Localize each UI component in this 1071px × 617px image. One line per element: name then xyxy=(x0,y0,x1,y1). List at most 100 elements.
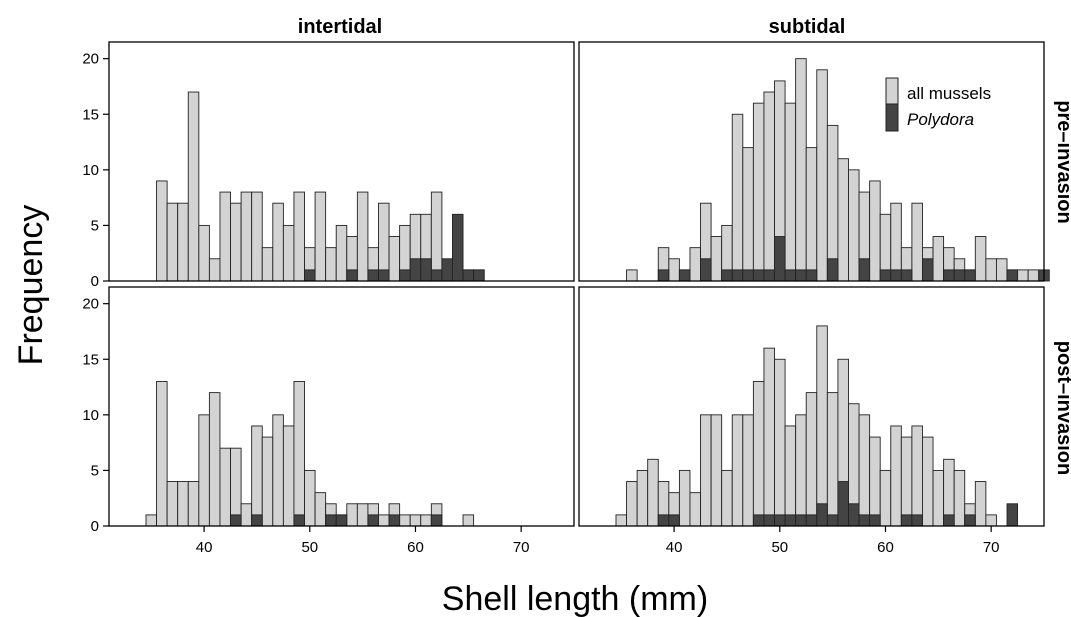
x-axis-title: Shell length (mm) xyxy=(442,580,708,617)
bar-all-mussels xyxy=(282,224,295,282)
bar-all-mussels xyxy=(869,180,881,282)
bar-all-mussels xyxy=(858,414,871,527)
bar-polydora xyxy=(848,503,860,527)
bar-all-mussels xyxy=(177,481,189,527)
bar-all-mussels xyxy=(219,447,231,527)
bar-all-mussels xyxy=(974,481,987,527)
bar-all-mussels xyxy=(742,414,754,527)
bar-all-mussels xyxy=(816,69,828,282)
bar-polydora xyxy=(964,269,976,282)
bar-polydora xyxy=(816,503,828,527)
bar-all-mussels xyxy=(805,147,818,282)
bar-all-mussels xyxy=(731,414,744,527)
bar-all-mussels xyxy=(240,191,253,282)
bar-all-mussels xyxy=(145,514,158,527)
bar-polydora xyxy=(1006,503,1019,527)
y-axis-title: Frequency xyxy=(12,205,50,366)
bar-all-mussels xyxy=(710,414,723,527)
bar-polydora xyxy=(890,269,902,282)
bar-all-mussels xyxy=(208,392,221,527)
bar-all-mussels xyxy=(304,469,316,527)
bar-all-mussels xyxy=(462,514,475,527)
bar-polydora xyxy=(293,514,305,527)
x-tick-label: 40 xyxy=(196,539,213,556)
bar-all-mussels xyxy=(187,91,200,282)
bar-all-mussels xyxy=(974,236,987,282)
bar-all-mussels xyxy=(282,425,295,527)
bar-polydora xyxy=(346,269,358,282)
bar-polydora xyxy=(388,514,401,527)
bar-all-mussels xyxy=(166,481,179,527)
bar-polydora xyxy=(900,269,913,282)
bar-all-mussels xyxy=(293,381,305,527)
y-tick-label: 5 xyxy=(91,462,99,479)
bar-all-mussels xyxy=(156,180,168,282)
bar-all-mussels xyxy=(430,191,443,282)
bar-polydora xyxy=(430,269,443,282)
bar-all-mussels xyxy=(995,258,1008,282)
bar-all-mussels xyxy=(1027,269,1040,282)
bar-polydora xyxy=(752,514,765,527)
bar-polydora xyxy=(251,514,263,527)
panel-frame xyxy=(108,286,575,527)
y-tick-label: 20 xyxy=(82,296,99,313)
bar-polydora xyxy=(784,514,797,527)
bar-all-mussels xyxy=(848,169,860,282)
bar-polydora xyxy=(763,269,775,282)
bar-all-mussels xyxy=(932,469,945,527)
bar-all-mussels xyxy=(208,258,221,282)
legend-swatch-polydora xyxy=(885,103,899,132)
bar-all-mussels xyxy=(689,247,701,282)
bar-polydora xyxy=(795,514,807,527)
bar-all-mussels xyxy=(166,202,179,282)
x-tick-label: 70 xyxy=(983,539,1000,556)
bar-polydora xyxy=(964,514,976,527)
bar-polydora xyxy=(1006,269,1019,282)
bar-polydora xyxy=(858,514,871,527)
bar-polydora xyxy=(763,514,775,527)
bar-all-mussels xyxy=(420,514,432,527)
bar-polydora xyxy=(657,514,670,527)
bar-polydora xyxy=(657,269,670,282)
legend-label-all-mussels: all mussels xyxy=(907,84,991,103)
bar-polydora xyxy=(430,514,443,527)
panel-subtidal-post-invasion xyxy=(578,286,1045,527)
bar-all-mussels xyxy=(230,202,242,282)
bar-polydora xyxy=(700,258,712,282)
bar-all-mussels xyxy=(911,202,923,282)
bar-polydora xyxy=(325,514,337,527)
column-label-subtidal: subtidal xyxy=(769,16,846,38)
bar-all-mussels xyxy=(251,191,263,282)
bar-all-mussels xyxy=(409,514,422,527)
y-tick-label: 10 xyxy=(82,407,99,424)
bar-all-mussels xyxy=(626,481,638,527)
bar-all-mussels xyxy=(668,258,680,282)
bar-all-mussels xyxy=(795,58,807,282)
bar-all-mussels xyxy=(795,414,807,527)
bar-all-mussels xyxy=(710,236,723,282)
bar-all-mussels xyxy=(388,236,401,282)
bar-polydora xyxy=(774,236,786,282)
y-tick-label: 0 xyxy=(91,273,99,290)
panel-intertidal-post-invasion xyxy=(108,286,575,527)
x-tick-label: 40 xyxy=(666,539,683,556)
bar-polydora xyxy=(335,514,348,527)
bar-polydora xyxy=(473,269,485,282)
y-tick-label: 20 xyxy=(82,51,99,68)
bar-all-mussels xyxy=(335,224,348,282)
bar-all-mussels xyxy=(837,158,849,282)
bar-polydora xyxy=(742,269,754,282)
bar-all-mussels xyxy=(325,247,337,282)
bar-polydora xyxy=(826,514,839,527)
bar-polydora xyxy=(304,269,316,282)
bar-all-mussels xyxy=(890,202,902,282)
legend-swatch-all-mussels xyxy=(885,77,899,105)
bar-polydora xyxy=(879,269,892,282)
row-label-post-invasion: post–invasion xyxy=(1053,341,1071,475)
bar-all-mussels xyxy=(187,481,200,527)
bar-all-mussels xyxy=(272,414,284,527)
x-tick-label: 70 xyxy=(513,539,530,556)
bar-polydora xyxy=(367,514,379,527)
bar-all-mussels xyxy=(177,202,189,282)
